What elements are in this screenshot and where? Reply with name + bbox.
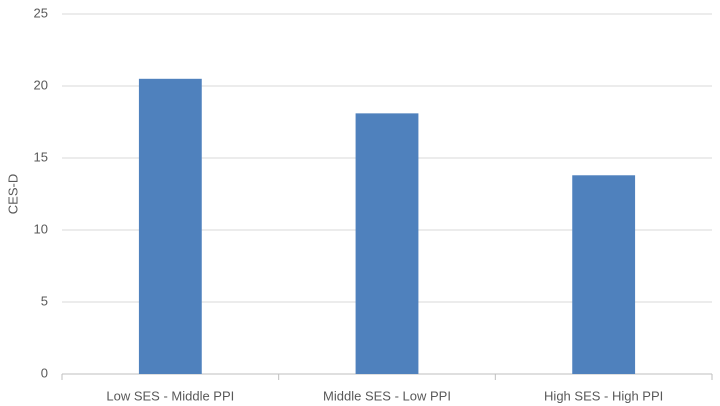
bar <box>572 175 636 374</box>
y-tick-label: 5 <box>41 293 48 308</box>
y-tick-label: 10 <box>34 221 48 236</box>
y-tick-label: 15 <box>34 149 48 164</box>
bar <box>355 113 419 375</box>
y-tick-label: 25 <box>34 5 48 20</box>
y-tick-label: 0 <box>41 365 48 380</box>
bar <box>138 78 202 375</box>
y-tick-label: 20 <box>34 77 48 92</box>
x-tick-label: High SES - High PPI <box>544 388 663 403</box>
x-tick-label: Middle SES - Low PPI <box>323 388 451 403</box>
y-axis-label: CES-D <box>5 174 20 214</box>
x-tick-label: Low SES - Middle PPI <box>106 388 234 403</box>
